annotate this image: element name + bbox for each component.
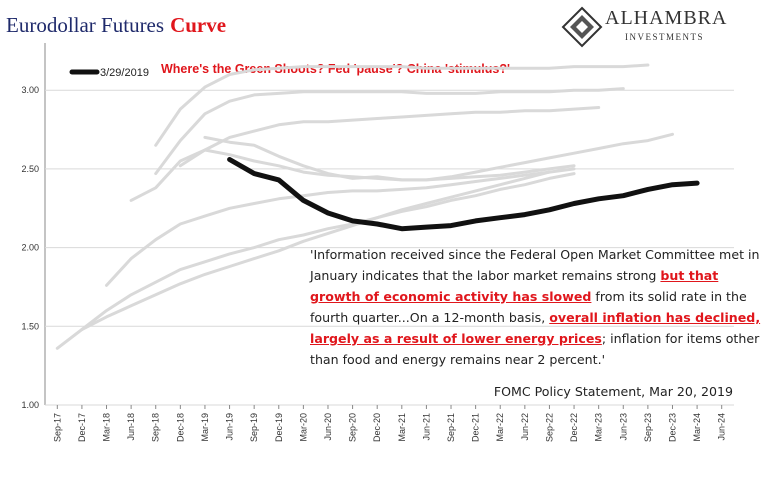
quote-emphasis: but that growth of economic activity has… bbox=[310, 268, 719, 304]
y-tick-label: 3.00 bbox=[21, 85, 39, 95]
x-tick-label: Dec-19 bbox=[274, 413, 284, 442]
y-tick-label: 1.50 bbox=[21, 321, 39, 331]
legend-label: 3/29/2019 bbox=[100, 67, 149, 79]
logo-icon bbox=[561, 6, 603, 48]
x-tick-label: Sep-20 bbox=[348, 413, 358, 442]
x-tick-label: Sep-22 bbox=[544, 413, 554, 442]
title-main: Eurodollar Futures bbox=[6, 13, 164, 37]
x-tick-label: Jun-20 bbox=[323, 413, 333, 441]
x-tick-label: Sep-21 bbox=[446, 413, 456, 442]
x-tick-label: Sep-17 bbox=[52, 413, 62, 442]
x-tick-label: Mar-20 bbox=[298, 413, 308, 442]
quote-text: 'Information received since the Federal … bbox=[310, 247, 760, 283]
x-tick-label: Dec-18 bbox=[175, 413, 185, 442]
history-line bbox=[178, 106, 601, 168]
annotation: Where's the Green Shoots? Fed 'pause'? C… bbox=[161, 62, 510, 76]
history-line bbox=[105, 167, 576, 287]
x-tick-label: Jun-24 bbox=[717, 413, 727, 441]
quote-text: ; inflation for items other than food an… bbox=[310, 331, 760, 367]
history-line bbox=[203, 132, 674, 182]
x-tick-label: Jun-21 bbox=[421, 413, 431, 441]
quote: 'Information received since the Federal … bbox=[310, 244, 762, 370]
x-tick-label: Mar-21 bbox=[397, 413, 407, 442]
x-tick-label: Jun-22 bbox=[520, 413, 530, 441]
x-tick-label: Sep-18 bbox=[151, 413, 161, 442]
x-tick-label: Sep-23 bbox=[643, 413, 653, 442]
history-line bbox=[55, 170, 551, 350]
series-line bbox=[227, 157, 700, 232]
x-tick-label: Mar-22 bbox=[495, 413, 505, 442]
x-tick-label: Dec-20 bbox=[372, 413, 382, 442]
quote-emphasis: overall inflation has declined, largely … bbox=[310, 310, 761, 346]
x-tick-label: Dec-17 bbox=[77, 413, 87, 442]
y-tick-label: 1.00 bbox=[21, 400, 39, 410]
history-line bbox=[129, 148, 576, 202]
history-line bbox=[154, 63, 650, 147]
y-tick-label: 2.50 bbox=[21, 164, 39, 174]
logo-name: ALHAMBRA bbox=[605, 7, 727, 29]
x-tick-label: Mar-19 bbox=[200, 413, 210, 442]
history-line bbox=[80, 172, 576, 331]
source: FOMC Policy Statement, Mar 20, 2019 bbox=[493, 384, 733, 399]
x-tick-label: Dec-22 bbox=[569, 413, 579, 442]
logo-subtitle: INVESTMENTS bbox=[625, 32, 704, 42]
x-tick-label: Jun-19 bbox=[225, 413, 235, 441]
x-tick-label: Sep-19 bbox=[249, 413, 259, 442]
quote-text: from its solid rate in the fourth quarte… bbox=[310, 289, 747, 325]
x-tick-label: Mar-23 bbox=[594, 413, 604, 442]
x-tick-label: Mar-18 bbox=[102, 413, 112, 442]
chart-title: Eurodollar Futures Curve bbox=[6, 13, 226, 37]
x-tick-label: Mar-24 bbox=[692, 413, 702, 442]
x-tick-label: Jun-23 bbox=[618, 413, 628, 441]
history-line bbox=[154, 87, 625, 176]
x-tick-label: Jun-18 bbox=[126, 413, 136, 441]
x-tick-label: Dec-21 bbox=[471, 413, 481, 442]
y-tick-label: 2.00 bbox=[21, 243, 39, 253]
x-tick-label: Dec-23 bbox=[667, 413, 677, 442]
title-emphasis: Curve bbox=[170, 13, 226, 37]
